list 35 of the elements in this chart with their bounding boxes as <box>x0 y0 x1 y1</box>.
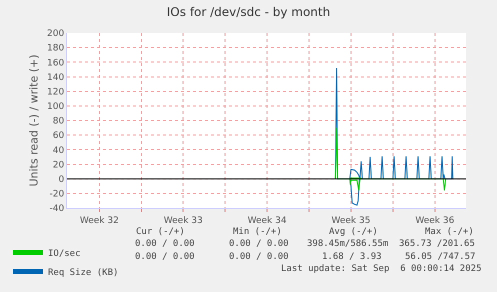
y-tick-label: 80 <box>52 116 64 127</box>
text: 56.05 /747.57 <box>405 252 476 262</box>
text: 0.00 / 0.00 <box>135 252 195 262</box>
text: 0.00 / 0.00 <box>229 239 289 249</box>
x-tick-label: Week 34 <box>248 216 287 226</box>
y-tick-label: 60 <box>52 131 64 142</box>
y-tick-label: 160 <box>47 58 64 68</box>
text: 0.00 / 0.00 <box>229 252 289 262</box>
text: 365.73 /201.65 <box>399 239 475 249</box>
legend-label: Req Size (KB) <box>48 268 118 278</box>
text: Max (-/+) <box>425 227 474 237</box>
legend-label: IO/sec <box>48 249 81 260</box>
y-tick-label: 200 <box>47 29 64 40</box>
y-tick-label: 40 <box>52 146 64 156</box>
text: Avg (-/+) <box>329 227 378 237</box>
y-tick-label: 140 <box>47 72 64 83</box>
y-tick-label: 100 <box>47 102 64 112</box>
y-tick-label: 0 <box>58 174 64 185</box>
y-tick-label: 120 <box>47 87 64 98</box>
text: 0.00 / 0.00 <box>135 239 195 249</box>
y-tick-label: 180 <box>47 44 64 54</box>
x-tick-label: Week 32 <box>80 216 119 226</box>
y-axis-title: Units read (-) / write (+) <box>28 54 41 187</box>
text: Min (-/+) <box>233 227 282 237</box>
chart-title: IOs for /dev/sdc - by month <box>166 5 330 20</box>
y-tick-label: -20 <box>49 190 64 200</box>
x-tick-label: Week 36 <box>415 216 455 226</box>
text: Cur (-/+) <box>136 227 185 237</box>
text: 1.68 / 3.93 <box>322 252 382 262</box>
x-tick-label: Week 33 <box>164 216 203 226</box>
y-tick-label: 20 <box>52 160 64 170</box>
text: Last update: Sat Sep 6 00:00:14 2025 <box>281 264 482 274</box>
x-tick-label: Week 35 <box>331 216 370 226</box>
text: 398.45m/586.55m <box>307 239 388 249</box>
y-tick-label: -40 <box>49 204 64 214</box>
